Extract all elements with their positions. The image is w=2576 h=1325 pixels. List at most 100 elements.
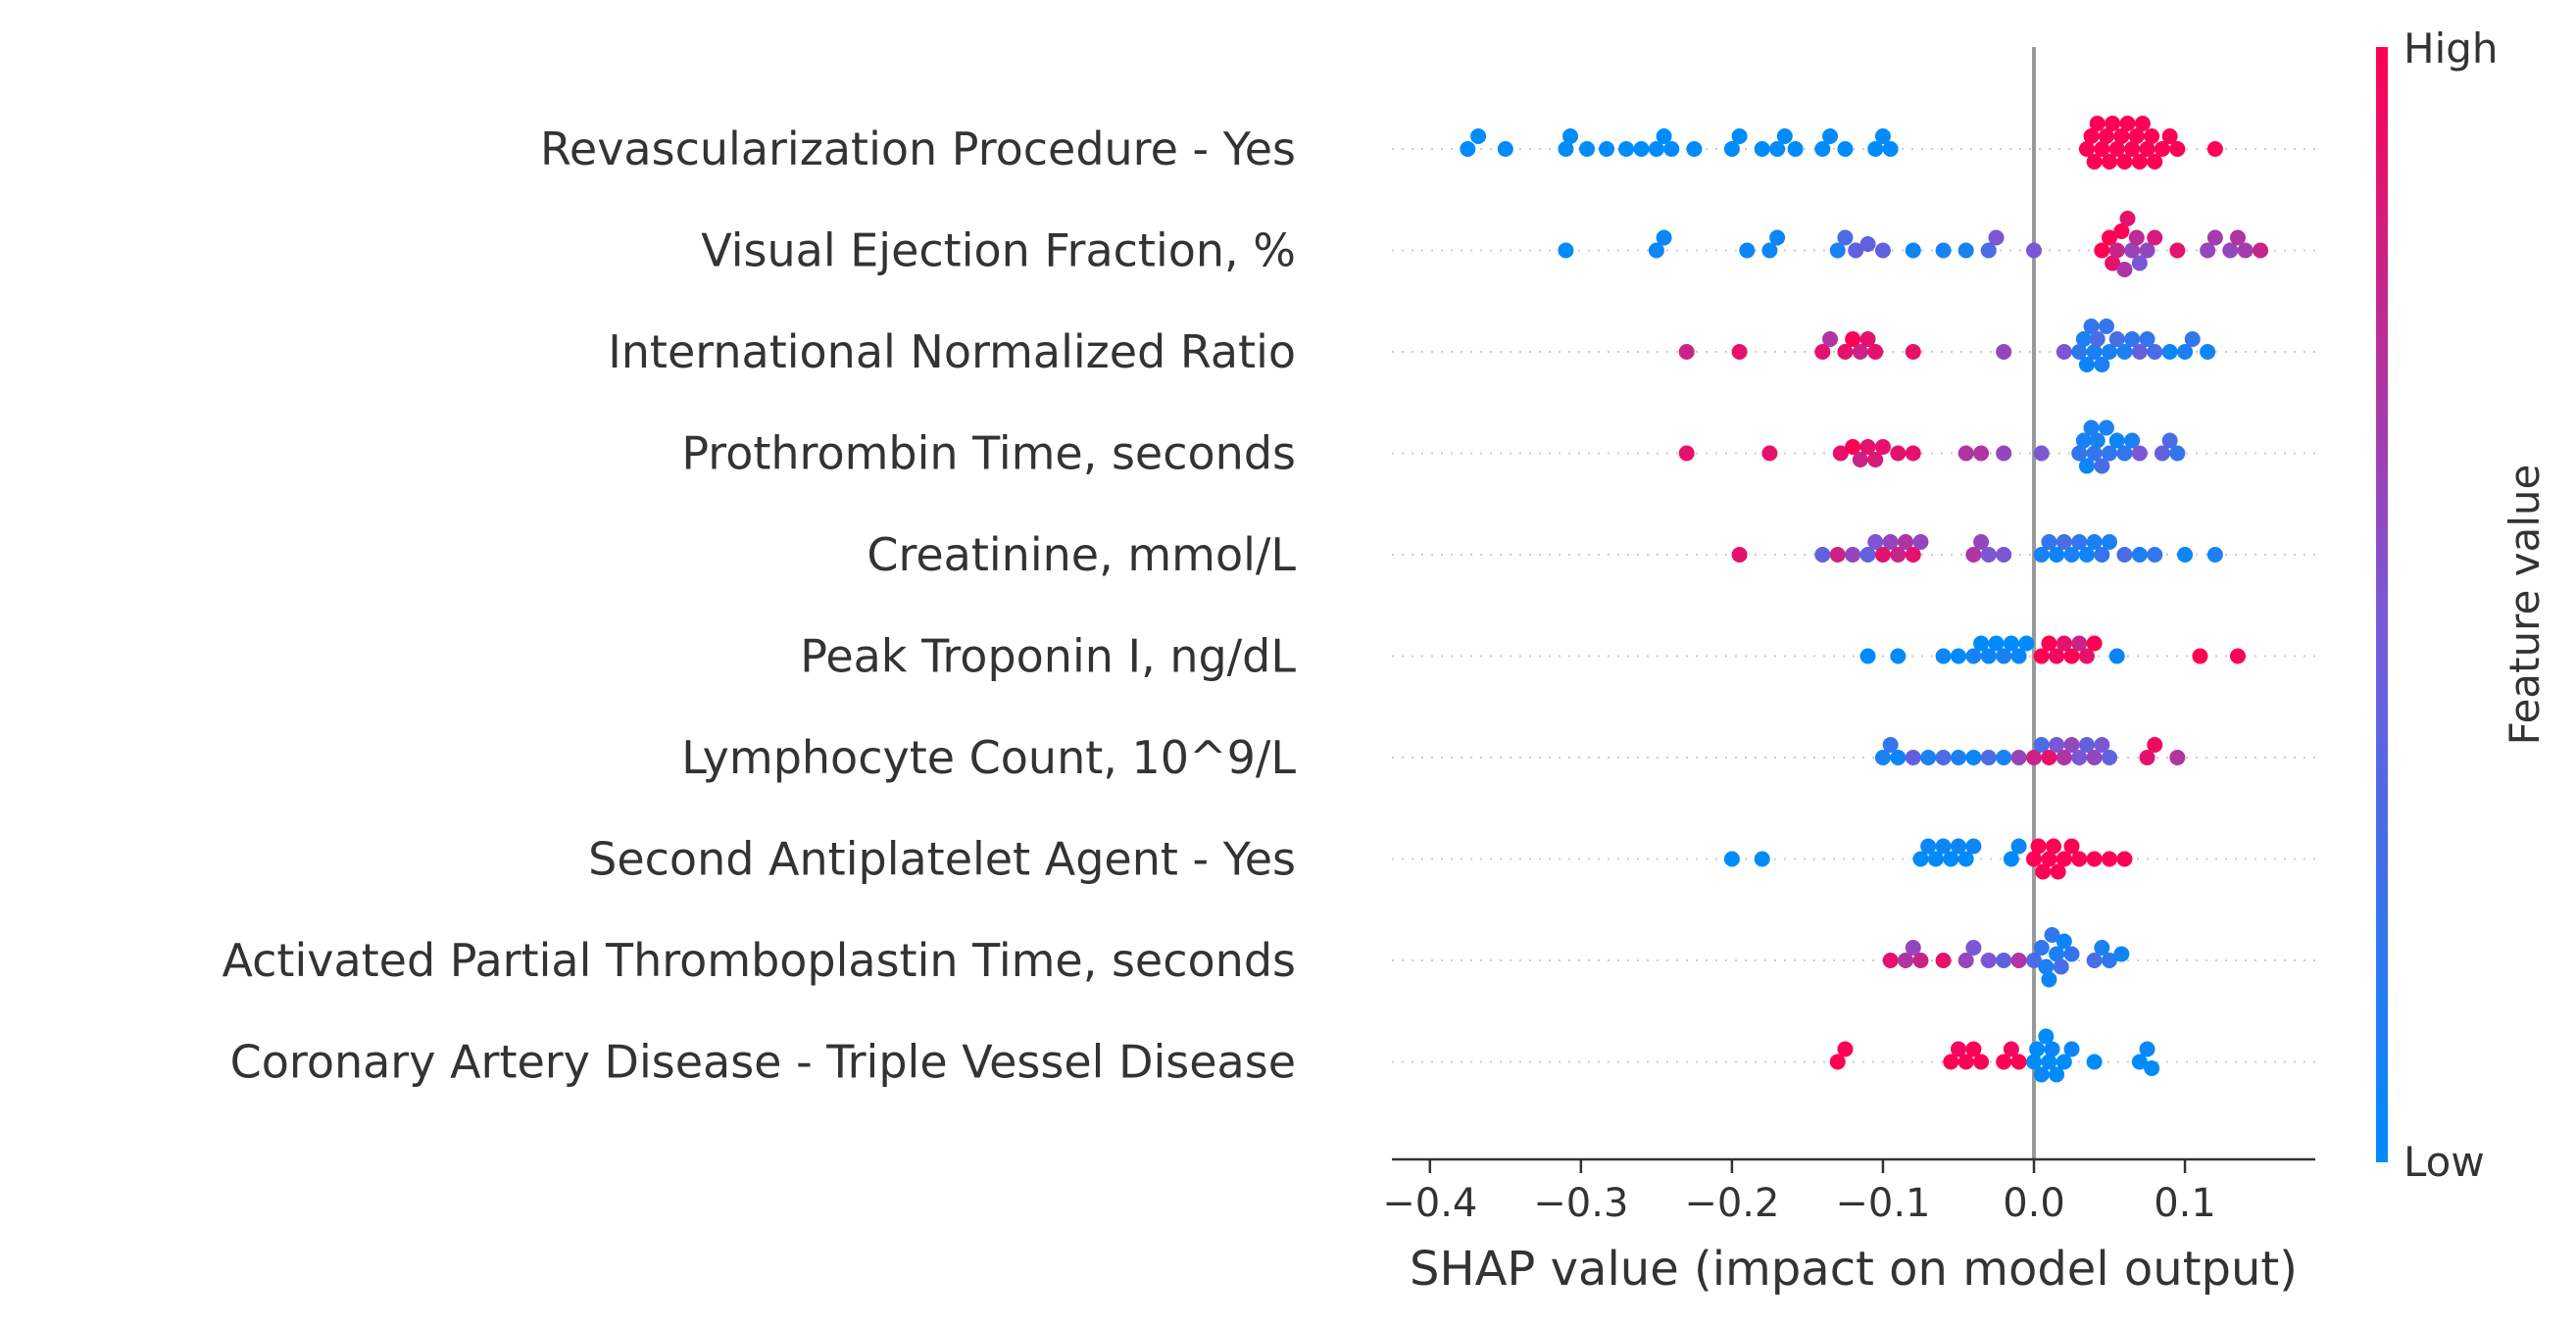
- shap-point: [1731, 128, 1748, 144]
- shap-point: [1460, 141, 1476, 157]
- shap-point: [2089, 331, 2105, 347]
- shap-point: [2063, 737, 2080, 753]
- colorbar-title: Feature value: [2501, 465, 2549, 746]
- shap-point: [2094, 357, 2110, 372]
- shap-point: [2147, 229, 2163, 246]
- shap-point: [1973, 635, 1990, 652]
- shap-point: [2184, 331, 2201, 347]
- shap-point: [1950, 648, 1966, 664]
- shap-point: [1874, 439, 1891, 455]
- colorbar-gradient: [2376, 47, 2388, 1162]
- shap-point: [2056, 750, 2072, 765]
- x-axis: −0.4 −0.3 −0.2 −0.1 0.0 0.1: [1382, 1157, 2315, 1226]
- shap-point: [2102, 445, 2118, 462]
- shap-point: [2102, 534, 2118, 550]
- shap-point: [1852, 452, 1868, 467]
- shap-point: [1852, 344, 1868, 360]
- shap-point: [2098, 128, 2114, 144]
- shap-point: [1996, 750, 2012, 765]
- shap-point: [2033, 445, 2050, 462]
- shap-point: [1882, 534, 1899, 550]
- shap-point: [2075, 331, 2092, 347]
- shap-point: [2086, 1054, 2103, 1070]
- shap-point: [2018, 635, 2035, 652]
- shap-point: [1973, 445, 1990, 462]
- shap-point: [1829, 242, 1846, 259]
- shap-point: [2102, 154, 2118, 170]
- shap-point: [1988, 635, 2005, 652]
- shap-point: [1935, 838, 1952, 855]
- shap-point: [1874, 128, 1891, 144]
- shap-point: [1497, 141, 1513, 157]
- shap-point: [1845, 331, 1861, 347]
- shap-point: [2086, 750, 2103, 765]
- shap-point: [1859, 547, 1876, 563]
- shap-point: [2200, 344, 2216, 360]
- shap-point: [1905, 242, 1921, 259]
- shap-point: [2094, 547, 2110, 563]
- shap-point: [2071, 851, 2088, 867]
- shap-point: [2038, 958, 2055, 975]
- shap-point: [2075, 432, 2092, 449]
- shap-point: [1965, 1041, 1982, 1057]
- shap-point: [2094, 242, 2110, 259]
- shap-point: [2105, 116, 2121, 131]
- shap-point: [2049, 547, 2065, 563]
- shap-point: [2154, 141, 2170, 157]
- shap-point: [2094, 940, 2110, 956]
- shap-point: [2237, 242, 2254, 259]
- shap-point: [1935, 750, 1952, 765]
- shap-point: [1562, 128, 1579, 144]
- shap-point: [2078, 547, 2095, 563]
- shap-point: [1678, 344, 1695, 360]
- shap-point: [1950, 1041, 1966, 1057]
- shap-point: [1769, 141, 1786, 157]
- shap-point: [2113, 946, 2130, 962]
- shap-point: [2094, 737, 2110, 753]
- x-tick-label: 0.0: [2003, 1181, 2065, 1226]
- shap-point: [1935, 953, 1952, 968]
- shap-point: [1912, 534, 1929, 550]
- shap-point: [2124, 141, 2141, 157]
- shap-point: [1890, 547, 1907, 563]
- shap-point: [1867, 534, 1884, 550]
- shap-point: [2078, 737, 2095, 753]
- shap-point: [2119, 211, 2136, 226]
- shap-point: [2078, 458, 2095, 474]
- shap-point: [2131, 1054, 2148, 1070]
- shap-point: [1996, 1054, 2012, 1070]
- shap-point: [1935, 242, 1952, 259]
- shap-point: [1912, 851, 1929, 867]
- shap-point: [1579, 141, 1596, 157]
- shap-point: [1769, 229, 1786, 246]
- shap-point: [1656, 229, 1672, 246]
- shap-point: [1761, 445, 1778, 462]
- feature-label: Creatinine, mmol/L: [867, 528, 1296, 581]
- shap-point: [2116, 445, 2133, 462]
- shap-point: [2086, 154, 2103, 170]
- shap-point: [2131, 547, 2148, 563]
- colorbar-high-label: High: [2403, 25, 2499, 73]
- x-axis-label: SHAP value (impact on model output): [1410, 1242, 2298, 1297]
- shap-point: [1837, 141, 1854, 157]
- feature-label: Second Antiplatelet Agent - Yes: [588, 833, 1296, 886]
- shap-point: [2056, 851, 2072, 867]
- shap-point: [2026, 750, 2043, 765]
- shap-point: [2089, 116, 2105, 131]
- shap-point: [1618, 141, 1635, 157]
- shap-point: [1882, 953, 1899, 968]
- x-tick-label: −0.1: [1835, 1181, 1930, 1226]
- shap-point: [2108, 141, 2125, 157]
- shap-point: [1905, 750, 1921, 765]
- shap-point: [2049, 946, 2065, 962]
- shap-point: [2041, 534, 2057, 550]
- shap-point: [2056, 344, 2072, 360]
- shap-point: [2046, 838, 2062, 855]
- shap-point: [1754, 851, 1770, 867]
- shap-point: [2119, 116, 2136, 131]
- shap-point: [2161, 344, 2178, 360]
- shap-point: [1920, 838, 1937, 855]
- shap-point: [2139, 1041, 2155, 1057]
- shap-point: [2147, 154, 2163, 170]
